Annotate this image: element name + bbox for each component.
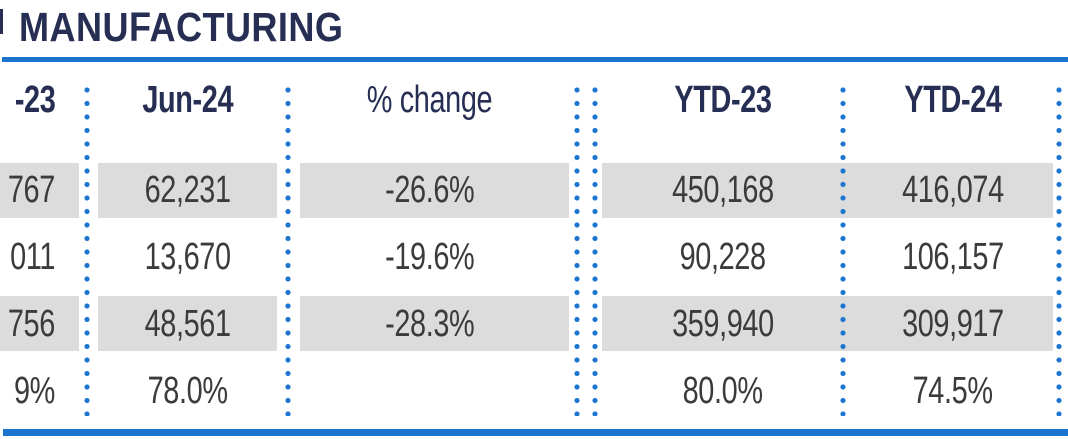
table-cell-r3-ytd23: 359,940 [671, 303, 774, 345]
row1-shading-ytd [602, 163, 1053, 218]
table-cell-r1-pct-change: -26.6% [385, 169, 475, 211]
col-header-ytd24: YTD-24 [903, 79, 1002, 121]
row1-shading-col2 [98, 163, 277, 218]
row1-shading-col3 [300, 163, 569, 218]
table-cell-r1-ytd23: 450,168 [671, 169, 774, 211]
row1-shading-col1 [0, 163, 79, 218]
table-cell-r2-jun23-fragment: 011 [10, 236, 55, 278]
dotted-separator-5-right-edge [1056, 86, 1062, 416]
row3-shading-col2 [98, 296, 277, 351]
table-cell-r1-ytd24: 416,074 [901, 169, 1004, 211]
table-cell-r4-ytd23: 80.0% [682, 370, 763, 412]
bottom-blue-rule [3, 429, 1068, 436]
dotted-separator-1 [84, 86, 90, 416]
row3-shading-ytd [602, 296, 1053, 351]
dotted-separator-3b-section-divider [592, 86, 598, 416]
table-cell-r3-jun24: 48,561 [144, 303, 232, 345]
table-cell-r1-jun23-fragment: 767 [7, 169, 55, 211]
table-cell-r2-pct-change: -19.6% [385, 236, 475, 278]
top-blue-rule [2, 57, 1068, 62]
table-cell-r4-ytd24: 74.5% [912, 370, 993, 412]
dotted-separator-2 [285, 86, 291, 416]
table-cell-r4-pct-change-empty [295, 363, 565, 419]
table-cell-r3-jun23-fragment: 756 [7, 303, 55, 345]
row3-shading-col3 [300, 296, 569, 351]
table-cell-r4-jun23-fragment: 9% [14, 370, 55, 412]
table-cell-r2-jun24: 13,670 [144, 236, 232, 278]
table-cell-r1-jun24: 62,231 [144, 169, 232, 211]
col-header-jun24: Jun-24 [142, 79, 234, 121]
table-cell-r3-ytd24: 309,917 [901, 303, 1004, 345]
row3-shading-col1 [0, 296, 79, 351]
section-title: MANUFACTURING [19, 4, 388, 51]
col-header-ytd23: YTD-23 [673, 79, 772, 121]
table-cell-r3-pct-change: -28.3% [385, 303, 475, 345]
dotted-separator-3a-section-divider [574, 86, 580, 416]
clipped-title-glyph-fragment [0, 9, 3, 34]
table-cell-r4-jun24: 78.0% [148, 370, 228, 412]
section-title-text: MANUFACTURING [19, 4, 344, 50]
col-header-pct-change: % change [367, 79, 493, 121]
dotted-separator-4 [840, 86, 846, 416]
table-cell-r2-ytd24: 106,157 [901, 236, 1004, 278]
col-header-jun23-clipped: -23 [14, 79, 55, 121]
table-cell-r2-ytd23: 90,228 [679, 236, 766, 278]
